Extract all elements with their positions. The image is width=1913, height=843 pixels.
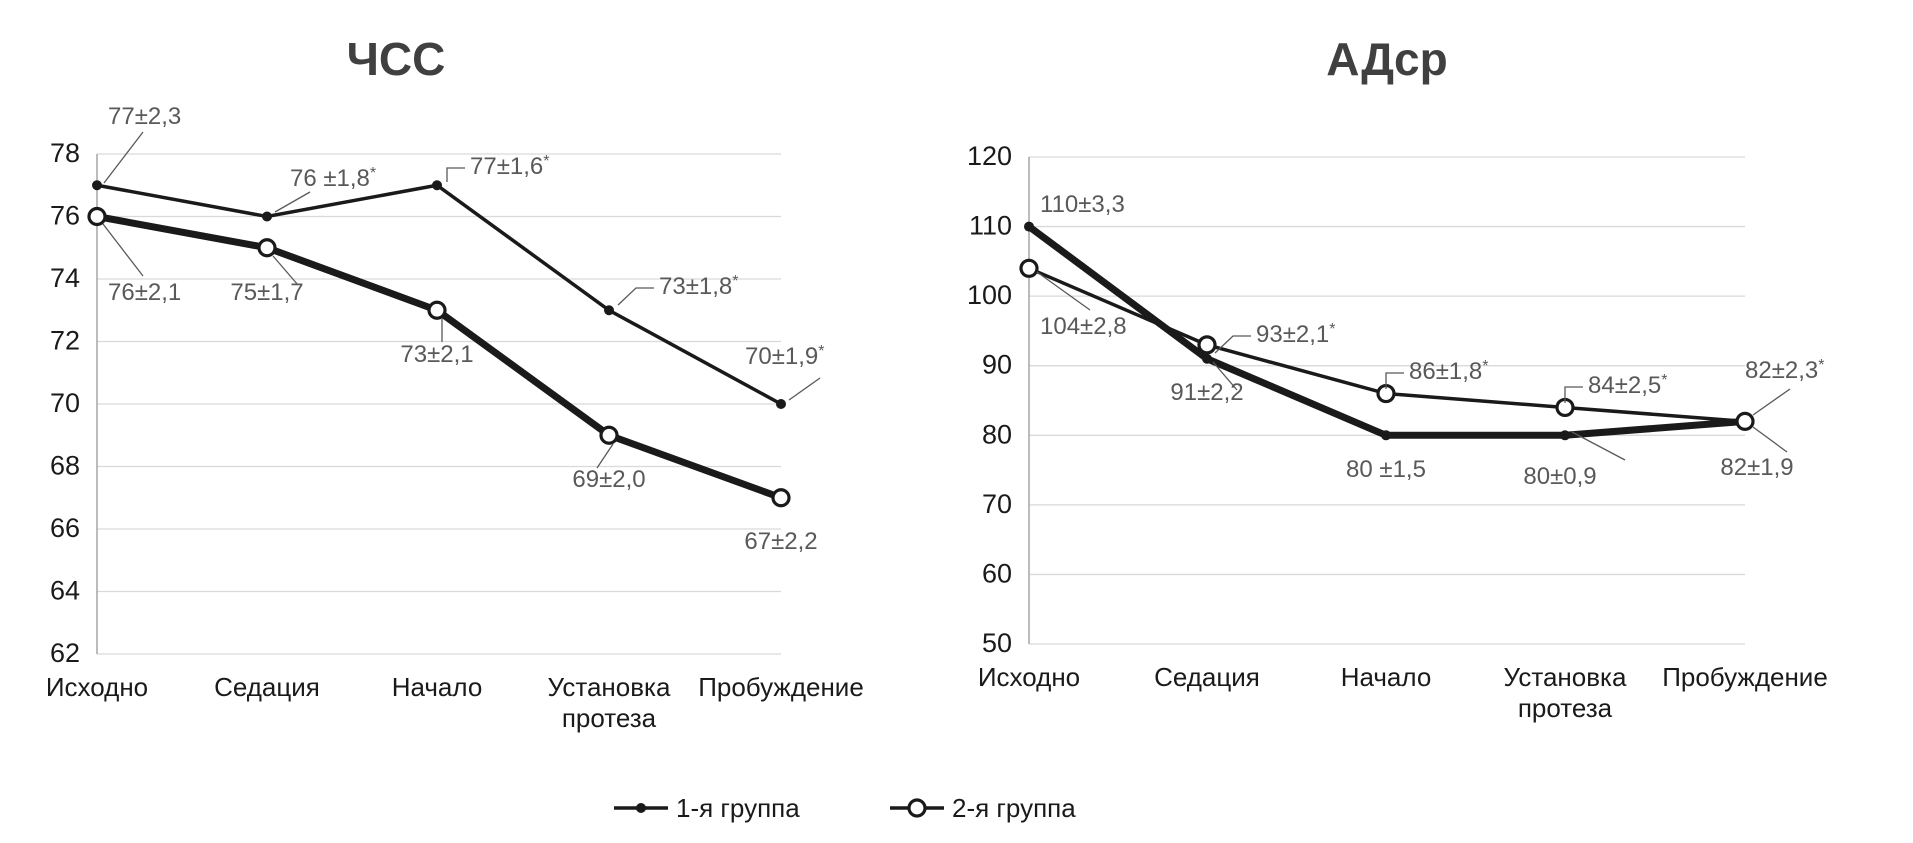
svg-text:76±2,1: 76±2,1 [108,279,181,306]
svg-text:2-я группа: 2-я группа [952,793,1076,823]
svg-text:77±2,3: 77±2,3 [108,103,181,130]
svg-text:70: 70 [982,489,1012,519]
svg-text:70±1,9*: 70±1,9* [745,343,824,370]
svg-text:78: 78 [50,138,80,168]
svg-text:Пробуждение: Пробуждение [698,672,864,702]
svg-text:74: 74 [50,263,80,293]
svg-text:протеза: протеза [1518,693,1613,723]
svg-text:104±2,8: 104±2,8 [1040,313,1127,340]
svg-text:69±2,0: 69±2,0 [572,466,645,493]
svg-text:50: 50 [982,628,1012,658]
svg-text:120: 120 [967,141,1012,171]
svg-text:86±1,8*: 86±1,8* [1409,358,1488,385]
svg-text:Седация: Седация [214,672,320,702]
svg-text:82±2,3*: 82±2,3* [1745,357,1824,384]
svg-text:84±2,5*: 84±2,5* [1588,372,1667,399]
svg-text:110±3,3: 110±3,3 [1040,191,1125,218]
svg-text:Установка: Установка [548,672,671,702]
svg-text:протеза: протеза [562,703,657,733]
svg-text:Пробуждение: Пробуждение [1662,662,1828,692]
svg-text:60: 60 [982,558,1012,588]
svg-text:73±1,8*: 73±1,8* [659,273,738,300]
svg-text:67±2,2: 67±2,2 [744,528,817,555]
svg-text:72: 72 [50,326,80,356]
svg-text:82±1,9: 82±1,9 [1720,454,1793,481]
svg-text:93±2,1*: 93±2,1* [1256,321,1335,348]
svg-text:76 ±1,8*: 76 ±1,8* [290,165,376,192]
svg-text:64: 64 [50,576,80,606]
svg-text:ЧСС: ЧСС [347,33,446,85]
svg-text:91±2,2: 91±2,2 [1170,379,1243,406]
svg-text:Установка: Установка [1504,662,1627,692]
svg-text:Начало: Начало [1341,662,1432,692]
svg-text:Исходно: Исходно [978,662,1080,692]
svg-text:АДср: АДср [1326,33,1447,85]
svg-text:Седация: Седация [1154,662,1260,692]
svg-text:73±2,1: 73±2,1 [400,341,473,368]
svg-text:Начало: Начало [392,672,483,702]
svg-text:80: 80 [982,419,1012,449]
svg-text:75±1,7: 75±1,7 [230,279,303,306]
svg-text:90: 90 [982,350,1012,380]
svg-text:80 ±1,5: 80 ±1,5 [1346,456,1426,483]
svg-text:68: 68 [50,451,80,481]
svg-text:76: 76 [50,201,80,231]
svg-text:77±1,6*: 77±1,6* [470,153,549,180]
svg-text:80±0,9: 80±0,9 [1523,463,1596,490]
svg-text:100: 100 [967,280,1012,310]
svg-text:110: 110 [969,211,1012,241]
svg-text:62: 62 [50,638,80,668]
svg-text:Исходно: Исходно [46,672,148,702]
svg-text:70: 70 [50,388,80,418]
svg-text:1-я группа: 1-я группа [676,793,800,823]
svg-text:66: 66 [50,513,80,543]
